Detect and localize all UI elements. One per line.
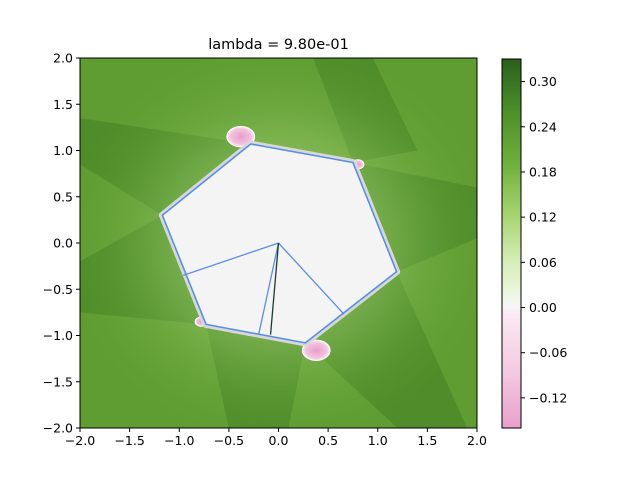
negative-lobe-0: [226, 125, 256, 148]
colorbar-frame: [501, 58, 522, 429]
colorbar-tick-label: 0.30: [529, 74, 557, 89]
colorbar-body: [502, 59, 521, 428]
x-tick-label: −1.5: [114, 433, 144, 448]
inner-line-2: [278, 242, 345, 315]
y-tick-label: −1.5: [43, 374, 73, 389]
x-tick-label: 0.0: [269, 433, 289, 448]
y-tick-label: 0.5: [53, 189, 73, 204]
inner-line-1: [258, 242, 280, 335]
colorbar-tick-label: −0.12: [529, 390, 567, 405]
x-tick-label: 1.5: [417, 433, 437, 448]
x-tick-label: −2.0: [65, 433, 95, 448]
inner-line-3: [269, 242, 280, 335]
chart-title: lambda = 9.80e-01: [208, 37, 349, 53]
negative-lobes: [194, 125, 365, 361]
y-tick-label: 0.0: [53, 236, 73, 251]
colorbar-tick-label: −0.06: [529, 345, 567, 360]
colorbar-tick-label: 0.12: [529, 210, 557, 225]
colorbar-tick-label: 0.06: [529, 255, 557, 270]
colorbar-tick-label: 0.24: [529, 119, 557, 134]
colorbar-tick-label: 0.00: [529, 300, 557, 315]
x-tick-label: 2.0: [467, 433, 487, 448]
y-tick-label: 1.0: [53, 143, 73, 158]
y-tick-label: −0.5: [43, 282, 73, 297]
x-tick-label: 1.0: [368, 433, 388, 448]
inner-line-0: [183, 242, 279, 276]
y-tick-label: −1.0: [43, 328, 73, 343]
y-tick-label: −2.0: [43, 421, 73, 436]
x-tick-label: −1.0: [164, 433, 194, 448]
polygon-group: [158, 140, 401, 347]
y-axis: 2.0 1.5 1.0 0.5 0.0 −0.5 −1.0 −1.5 −2.0: [43, 51, 80, 436]
x-tick-label: 0.5: [318, 433, 338, 448]
x-axis: −2.0 −1.5 −1.0 −0.5 0.0 0.5 1.0 1.5 2.0: [65, 428, 487, 448]
negative-lobe-1: [301, 339, 331, 361]
plot-area: [80, 58, 477, 428]
colorbar-tick-label: 0.18: [529, 164, 557, 179]
y-tick-label: 2.0: [53, 51, 73, 66]
x-tick-label: −0.5: [214, 433, 244, 448]
colorbar-axis: 0.30 0.24 0.18 0.12 0.06 0.00 −0.06 −0.12: [521, 74, 567, 405]
y-tick-label: 1.5: [53, 97, 73, 112]
